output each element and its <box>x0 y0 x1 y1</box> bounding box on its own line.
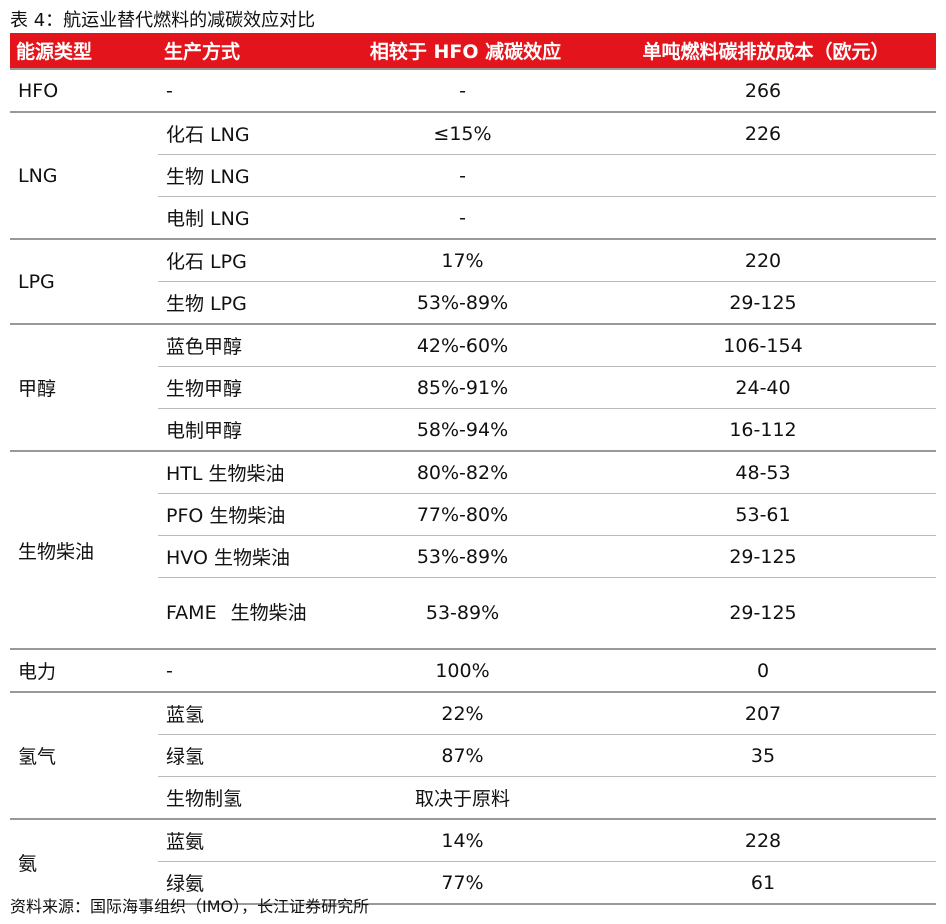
table-row: LPG 化石 LPG 17% 220 <box>10 238 936 324</box>
table-row: 生物制氢 取决于原料 <box>10 776 936 819</box>
reduction-cell: 14% <box>335 818 590 862</box>
table-row: HVO 生物柴油 53%-89% 29-125 <box>10 535 936 578</box>
cost-cell: 106-154 <box>590 323 936 367</box>
table-row: HFO - -266 <box>10 68 936 112</box>
reduction-cell: 58%-94% <box>335 408 590 451</box>
cost-cell: 53-61 <box>590 493 936 536</box>
table-row: PFO 生物柴油 77%-80% 53-61 <box>10 493 936 536</box>
method-cell: HVO 生物柴油 <box>158 535 335 578</box>
method-cell: - <box>158 648 335 692</box>
header-row: 能源类型 生产方式 相较于 HFO 减碳效应 单吨燃料碳排放成本（欧元） <box>10 33 936 69</box>
reduction-cell: - <box>335 154 590 197</box>
header-cell: 相较于 HFO 减碳效应 <box>335 33 590 69</box>
cost-cell: 48-53 <box>590 450 936 494</box>
table-row: 绿氨 77% 61 <box>10 861 936 905</box>
table-row: 氨蓝氨 14% 228 <box>10 818 936 904</box>
table-row: 电力 -100% 0 <box>10 648 936 692</box>
reduction-cell: 53-89% <box>335 577 590 649</box>
method-cell: 绿氨 <box>158 861 335 905</box>
reduction-cell: ≤15% <box>335 111 590 155</box>
table-row: 甲醇 蓝色甲醇 42%-60% 106-154 <box>10 323 936 451</box>
method-cell: 绿氢 <box>158 734 335 777</box>
cost-cell: 29-125 <box>590 281 936 324</box>
table-row: LNG 化石 LNG ≤15% 226 <box>10 111 936 239</box>
reduction-cell: - <box>335 68 590 112</box>
table-row: 生物 LNG - <box>10 154 936 197</box>
energy-type-cell: 氢气 <box>10 691 158 819</box>
reduction-cell: 80%-82% <box>335 450 590 494</box>
cost-cell: 16-112 <box>590 408 936 451</box>
cost-cell <box>590 154 936 197</box>
energy-type-cell: 甲醇 <box>10 323 158 451</box>
cost-cell: 207 <box>590 691 936 735</box>
table: 能源类型 生产方式 相较于 HFO 减碳效应 单吨燃料碳排放成本（欧元） HFO… <box>10 33 936 905</box>
source-note: 资料来源：国际海事组织（IMO），长江证券研究所 <box>10 897 370 916</box>
reduction-cell: 42%-60% <box>335 323 590 367</box>
method-cell: 化石 LNG <box>158 111 335 155</box>
cost-cell: 35 <box>590 734 936 777</box>
cost-cell: 226 <box>590 111 936 155</box>
table-row: 电制 LNG - <box>10 196 936 239</box>
cost-cell: 24-40 <box>590 366 936 409</box>
method-cell: FAME 生物柴油 <box>158 577 335 649</box>
method-cell: 蓝氨 <box>158 818 335 862</box>
energy-type-cell: 氨 <box>10 818 158 904</box>
header-cell: 生产方式 <box>158 33 335 69</box>
method-cell: 生物 LNG <box>158 154 335 197</box>
cost-cell <box>590 776 936 819</box>
cost-cell: 228 <box>590 818 936 862</box>
table-row: 生物甲醇 85%-91% 24-40 <box>10 366 936 409</box>
header-cell: 单吨燃料碳排放成本（欧元） <box>590 33 936 69</box>
table-row: 电制甲醇 58%-94% 16-112 <box>10 408 936 451</box>
table-row: 绿氢 87% 35 <box>10 734 936 777</box>
reduction-cell: 22% <box>335 691 590 735</box>
reduction-cell: 53%-89% <box>335 535 590 578</box>
energy-type-cell: LPG <box>10 238 158 324</box>
reduction-cell: 77%-80% <box>335 493 590 536</box>
table-row: 生物柴油 HTL 生物柴油 80%-82% 48-53 <box>10 450 936 649</box>
table-title: 表 4：航运业替代燃料的减碳效应对比 <box>10 10 316 31</box>
table-row: 生物 LPG 53%-89% 29-125 <box>10 281 936 324</box>
energy-type-cell: 生物柴油 <box>10 450 158 649</box>
reduction-cell: 53%-89% <box>335 281 590 324</box>
method-cell: 生物甲醇 <box>158 366 335 409</box>
header-cell: 能源类型 <box>10 33 158 69</box>
method-cell: PFO 生物柴油 <box>158 493 335 536</box>
cost-cell: 220 <box>590 238 936 282</box>
reduction-cell: - <box>335 196 590 239</box>
cost-cell: 0 <box>590 648 936 692</box>
method-cell: 生物制氢 <box>158 776 335 819</box>
method-cell: 蓝色甲醇 <box>158 323 335 367</box>
cost-cell: 29-125 <box>590 577 936 649</box>
table-row: FAME 生物柴油 53-89% 29-125 <box>10 577 936 649</box>
method-cell: 化石 LPG <box>158 238 335 282</box>
method-cell: 电制 LNG <box>158 196 335 239</box>
table-row: 氢气 蓝氢 22% 207 <box>10 691 936 819</box>
reduction-cell: 100% <box>335 648 590 692</box>
reduction-cell: 85%-91% <box>335 366 590 409</box>
reduction-cell: 17% <box>335 238 590 282</box>
energy-type-cell: 电力 <box>10 648 158 692</box>
method-cell: HTL 生物柴油 <box>158 450 335 494</box>
method-cell: 电制甲醇 <box>158 408 335 451</box>
energy-type-cell: HFO <box>10 68 158 112</box>
method-cell: 蓝氢 <box>158 691 335 735</box>
reduction-cell: 87% <box>335 734 590 777</box>
reduction-cell: 取决于原料 <box>335 776 590 819</box>
cost-cell: 266 <box>590 68 936 112</box>
energy-type-cell: LNG <box>10 111 158 239</box>
cost-cell: 29-125 <box>590 535 936 578</box>
method-cell: 生物 LPG <box>158 281 335 324</box>
reduction-cell: 77% <box>335 861 590 905</box>
cost-cell: 61 <box>590 861 936 905</box>
method-cell: - <box>158 68 335 112</box>
cost-cell <box>590 196 936 239</box>
